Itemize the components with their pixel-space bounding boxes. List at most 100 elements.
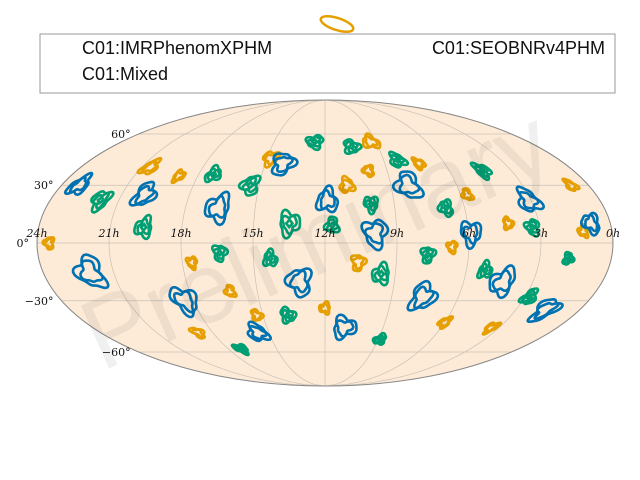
contour-inner (389, 154, 406, 167)
contour-inner (351, 256, 365, 270)
contour-outer (419, 246, 438, 265)
contour-inner (462, 188, 474, 200)
contour-outer (184, 255, 199, 272)
contour-peak (481, 265, 489, 275)
contour-outer (279, 208, 302, 240)
ra-label: 0h (606, 227, 620, 240)
ra-gridline (108, 99, 326, 387)
ra-gridline (324, 99, 542, 387)
contour-inner (363, 222, 385, 245)
contour-peak (442, 203, 450, 213)
contour-inner (335, 319, 355, 338)
contour-peak (245, 180, 255, 191)
contour-outer (170, 168, 187, 185)
contour-inner (518, 190, 540, 210)
contour-peak (347, 142, 357, 151)
legend: C01:IMRPhenomXPHM C01:SEOBNRv4PHM C01:Mi… (39, 33, 616, 94)
contour-inner (364, 135, 379, 149)
contour-peak (525, 292, 534, 302)
sky-outline (36, 99, 614, 387)
contour-inner (172, 289, 195, 314)
contour-inner (364, 196, 377, 213)
contour-inner (248, 324, 268, 341)
contour-inner (563, 253, 575, 265)
contour-inner (446, 241, 457, 253)
contour-outer (526, 297, 564, 324)
contour-inner (319, 188, 336, 211)
contour-peak (266, 254, 274, 264)
contour-series-c01-imrphenomxphm (63, 152, 601, 343)
contour-inner (438, 316, 451, 328)
contour-inner (273, 155, 294, 174)
contour-peak (565, 254, 572, 263)
ra-label: 3h (534, 227, 548, 240)
contour-inner (398, 173, 421, 195)
contour-inner (503, 217, 513, 230)
contour-inner (413, 285, 435, 310)
contour-inner (439, 199, 453, 215)
ra-label: 18h (170, 227, 191, 240)
contour-peak (393, 156, 402, 165)
contour-inner (373, 264, 389, 282)
contour-inner (91, 191, 111, 210)
contour-peak (209, 169, 218, 179)
contour-inner (134, 184, 156, 206)
contour-inner (578, 224, 589, 237)
ra-label: 9h (390, 227, 404, 240)
contour-outer (168, 285, 198, 319)
contour-inner (462, 223, 479, 245)
contour-inner (281, 308, 295, 324)
contour-inner (191, 328, 205, 339)
contour-outer (187, 326, 207, 340)
contour-outer (561, 250, 576, 266)
contour-inner (479, 262, 492, 278)
contour-inner (484, 322, 499, 334)
contour-peak (376, 269, 386, 280)
declination-tick-labels: 60° 30° 0° −30° −60° (17, 128, 131, 359)
contour-inner (140, 159, 158, 174)
contour-outer (459, 219, 483, 251)
declination-label: 0° (17, 237, 30, 250)
contour-peak (367, 199, 375, 209)
legend-label-mixed: C01:Mixed (82, 64, 168, 84)
ra-gridline (324, 99, 470, 387)
ra-gridline (252, 99, 326, 387)
contour-inner (207, 194, 227, 219)
declination-label: −30° (25, 295, 54, 308)
contour-peak (528, 222, 537, 232)
contour-outer (342, 138, 363, 156)
contour-inner (43, 237, 54, 249)
ra-gridline (180, 99, 326, 387)
contour-inner (363, 164, 374, 176)
contour-outer (349, 254, 369, 273)
contour-outer (333, 313, 358, 342)
contour-inner (264, 250, 277, 267)
contour-outer (279, 305, 298, 325)
grid-lines (36, 99, 614, 387)
contour-peak (139, 222, 148, 233)
contour-peak (424, 250, 432, 260)
contour-inner (136, 217, 151, 236)
contour-outer (211, 244, 230, 264)
contour-inner (79, 259, 105, 283)
sky-map-region (36, 99, 614, 387)
contour-inner (288, 269, 309, 294)
contour-inner (373, 334, 386, 344)
contour-inner (341, 178, 355, 193)
contour-outer (410, 156, 428, 172)
contour-inner (186, 256, 197, 269)
contour-outer (90, 190, 115, 214)
contour-outer (360, 218, 390, 252)
contour-peak (376, 336, 384, 343)
ra-label: 6h (462, 227, 476, 240)
legend-label-imrphenomxphm: C01:IMRPhenomXPHM (82, 38, 272, 58)
contour-inner (563, 180, 578, 191)
contour-inner (520, 289, 537, 304)
contour-layer (41, 132, 601, 357)
contour-inner (325, 218, 340, 232)
contour-peak (283, 311, 292, 320)
contour-inner (584, 213, 599, 233)
stray-contour-mark (319, 14, 355, 34)
contour-outer (501, 215, 516, 232)
contour-series-c01-seobnrv4phm (41, 132, 590, 340)
